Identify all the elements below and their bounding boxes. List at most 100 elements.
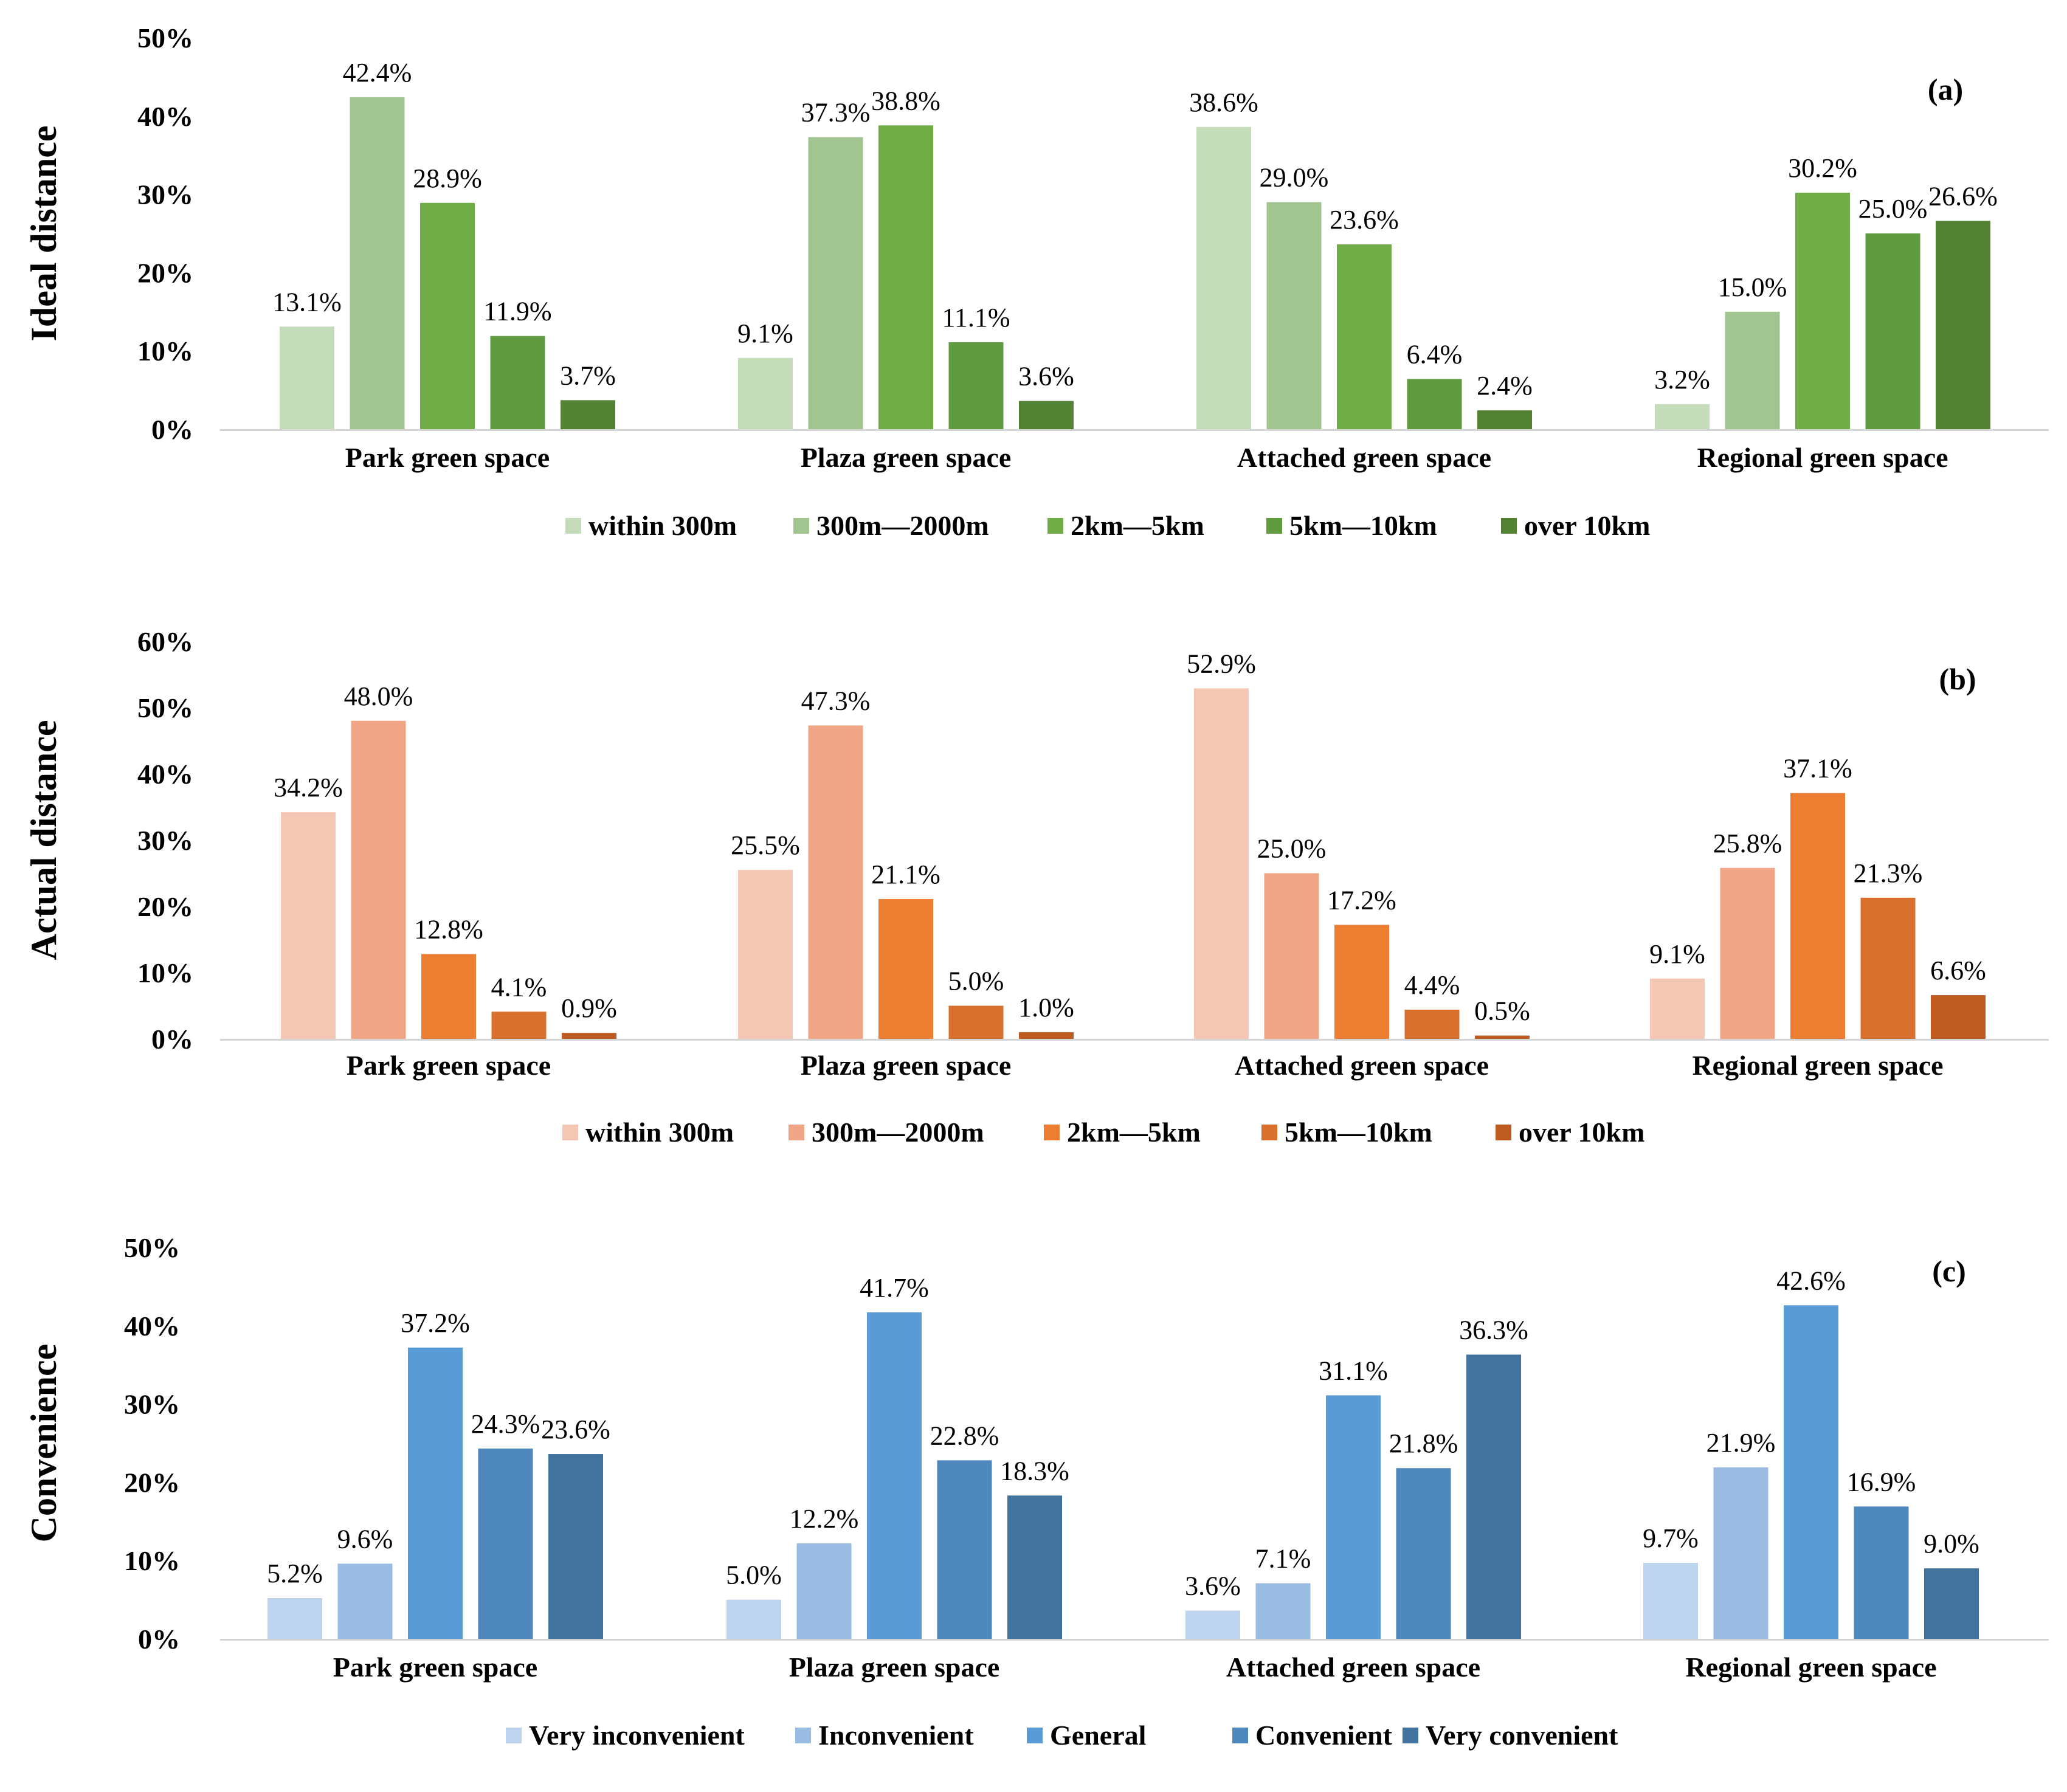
y-axis-title: Ideal distance: [24, 125, 64, 341]
bar: [808, 137, 863, 430]
y-tick-label: 10%: [124, 1545, 180, 1576]
data-label: 13.1%: [272, 287, 342, 317]
data-label: 2.4%: [1477, 371, 1533, 401]
category-label: Attached green space: [1237, 442, 1491, 473]
data-label: 9.1%: [737, 319, 793, 348]
data-label: 11.9%: [483, 297, 551, 326]
bar: [1477, 410, 1532, 429]
legend-swatch: [795, 1728, 811, 1743]
data-label: 3.7%: [560, 360, 616, 390]
y-tick-label: 50%: [137, 22, 193, 53]
data-label: 11.1%: [942, 303, 1010, 333]
data-label: 47.3%: [801, 686, 871, 715]
data-label: 0.9%: [561, 993, 617, 1023]
data-label: 3.2%: [1654, 365, 1710, 395]
bar: [1795, 193, 1850, 429]
bar: [280, 326, 334, 429]
legend-label: over 10km: [1524, 510, 1650, 541]
y-axis-title: Convenience: [24, 1344, 64, 1543]
legend-swatch: [562, 1125, 578, 1140]
bar: [738, 357, 793, 429]
bar: [948, 1005, 1004, 1039]
data-label: 9.6%: [337, 1524, 393, 1554]
legend-label: 2km—5km: [1067, 1117, 1201, 1148]
data-label: 21.9%: [1706, 1428, 1776, 1458]
bar: [561, 400, 615, 429]
bar: [1255, 1583, 1311, 1639]
data-label: 22.8%: [930, 1421, 999, 1450]
category-label: Park green space: [333, 1652, 537, 1683]
bar: [408, 1347, 463, 1639]
panel-label: (b): [1939, 662, 1976, 696]
data-label: 37.2%: [401, 1308, 470, 1338]
data-label: 1.0%: [1018, 993, 1074, 1022]
legend-swatch: [1047, 518, 1063, 534]
category-label: Attached green space: [1235, 1050, 1489, 1081]
y-tick-label: 0%: [151, 1024, 193, 1055]
data-label: 31.1%: [1319, 1356, 1388, 1385]
data-label: 23.6%: [1330, 205, 1399, 235]
data-label: 29.0%: [1260, 162, 1329, 192]
bar: [1466, 1354, 1521, 1639]
y-tick-label: 40%: [137, 101, 193, 132]
data-label: 5.0%: [726, 1560, 782, 1590]
data-label: 18.3%: [1000, 1456, 1069, 1486]
legend-label: Convenient: [1255, 1720, 1393, 1751]
legend-swatch: [506, 1728, 522, 1743]
panel-label: (a): [1928, 72, 1963, 106]
legend-label: 300m—2000m: [812, 1117, 984, 1148]
data-label: 34.2%: [274, 773, 343, 802]
data-label: 25.0%: [1858, 194, 1928, 224]
data-label: 6.4%: [1407, 340, 1463, 370]
bar: [490, 336, 545, 429]
data-label: 38.8%: [871, 86, 940, 115]
bar: [421, 954, 476, 1039]
data-label: 36.3%: [1459, 1315, 1528, 1345]
data-label: 4.4%: [1404, 970, 1460, 1000]
legend-swatch: [1501, 518, 1517, 534]
bar: [1936, 221, 1990, 429]
legend-label: General: [1050, 1720, 1146, 1751]
y-tick-label: 30%: [137, 179, 193, 210]
y-tick-label: 50%: [137, 692, 193, 723]
bar: [1264, 873, 1319, 1039]
y-tick-label: 40%: [124, 1311, 180, 1342]
bar: [478, 1449, 533, 1639]
data-label: 5.0%: [948, 967, 1004, 996]
data-label: 9.7%: [1643, 1523, 1699, 1553]
legend-label: within 300m: [585, 1117, 734, 1148]
category-label: Park green space: [345, 442, 550, 473]
data-label: 7.1%: [1255, 1544, 1311, 1574]
legend-label: 5km—10km: [1285, 1117, 1432, 1148]
bar: [491, 1011, 547, 1039]
bar: [337, 1563, 393, 1639]
bar: [937, 1460, 992, 1639]
category-label: Attached green space: [1226, 1652, 1480, 1683]
bar: [1337, 244, 1392, 429]
y-tick-label: 50%: [124, 1232, 180, 1263]
y-tick-label: 20%: [137, 891, 193, 922]
data-label: 4.1%: [491, 972, 547, 1002]
bar: [796, 1543, 852, 1639]
data-label: 23.6%: [541, 1415, 610, 1444]
category-label: Regional green space: [1697, 442, 1948, 473]
y-tick-label: 30%: [137, 825, 193, 856]
legend-label: 2km—5km: [1071, 510, 1204, 541]
y-tick-label: 30%: [124, 1389, 180, 1420]
legend-swatch: [793, 518, 809, 534]
bar: [420, 202, 475, 429]
legend-swatch: [1027, 1728, 1043, 1743]
y-tick-label: 10%: [137, 957, 193, 988]
data-label: 37.3%: [801, 98, 871, 128]
legend-label: 300m—2000m: [816, 510, 989, 541]
data-label: 21.8%: [1389, 1428, 1458, 1458]
legend-swatch: [1044, 1125, 1060, 1140]
legend-swatch: [1496, 1125, 1511, 1140]
data-label: 48.0%: [344, 681, 413, 711]
bar: [1725, 311, 1780, 429]
bar: [1860, 897, 1916, 1039]
bar: [1334, 925, 1389, 1039]
bar: [738, 870, 793, 1039]
legend-swatch: [1266, 518, 1282, 534]
